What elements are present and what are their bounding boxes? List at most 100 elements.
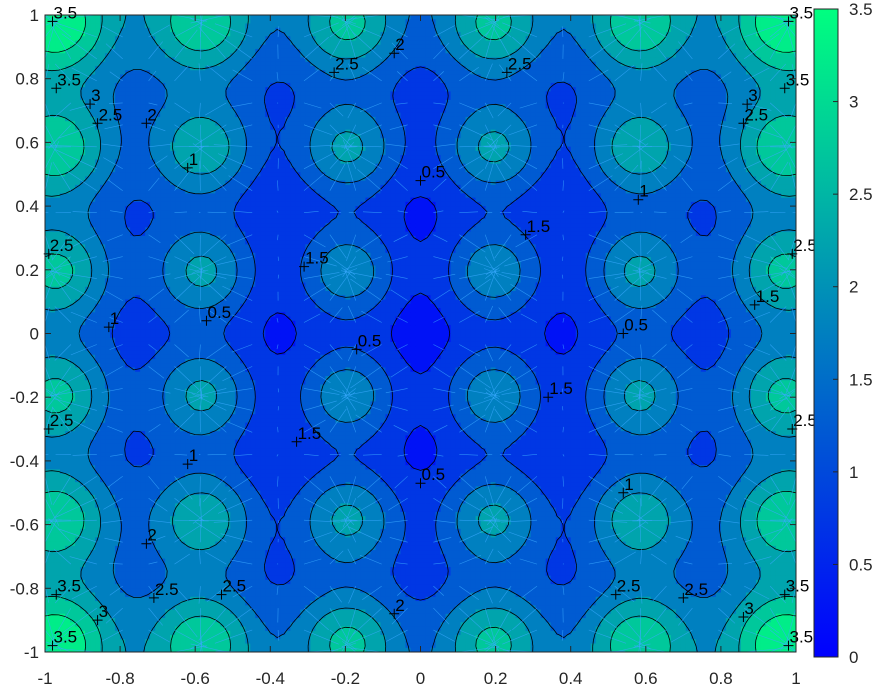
contour-cell (150, 644, 156, 649)
contour-cell (135, 287, 141, 292)
contour-cell (80, 469, 86, 474)
contour-cell (100, 36, 106, 41)
contour-cell (75, 202, 81, 207)
contour-cell (145, 486, 151, 491)
contour-cell (130, 533, 136, 538)
contour-cell (135, 151, 141, 156)
contour-cell (125, 36, 131, 41)
contour-cell (130, 529, 136, 534)
contour-cell (55, 45, 61, 50)
contour-cell (70, 367, 76, 372)
contour-cell (120, 346, 126, 351)
contour-cell (160, 474, 166, 479)
contour-cell (200, 554, 206, 559)
contour-cell (170, 601, 176, 606)
contour-cell (130, 482, 136, 487)
contour-cell (185, 537, 191, 542)
contour-cell (75, 542, 81, 547)
contour-cell (180, 223, 186, 228)
contour-cell (120, 482, 126, 487)
contour-cell (90, 189, 96, 194)
contour-cell (205, 461, 211, 466)
contour-cell (135, 215, 141, 220)
contour-cell (200, 376, 206, 381)
contour-cell (170, 172, 176, 177)
contour-cell (120, 62, 126, 67)
contour-cell (100, 100, 106, 105)
contour-cell (205, 571, 211, 576)
contour-cell (155, 461, 161, 466)
contour-cell (95, 185, 101, 190)
contour-cell (115, 597, 121, 602)
contour-cell (170, 257, 176, 262)
contour-cell (105, 185, 111, 190)
contour-cell (140, 380, 146, 385)
contour-cell (80, 499, 86, 504)
contour-cell (75, 525, 81, 530)
contour-cell (200, 168, 206, 173)
contour-cell (125, 584, 131, 589)
contour-cell (195, 363, 201, 368)
contour-cell (100, 491, 106, 496)
contour-cell (200, 571, 206, 576)
contour-cell (115, 571, 121, 576)
contour-cell (85, 304, 91, 309)
contour-cell (120, 338, 126, 343)
contour-cell (75, 168, 81, 173)
contour-cell (170, 359, 176, 364)
contour-cell (110, 363, 116, 368)
contour-cell (155, 96, 161, 101)
contour-cell (95, 45, 101, 50)
contour-cell (50, 605, 56, 610)
contour-cell (130, 393, 136, 398)
contour-cell (120, 372, 126, 377)
contour-cell (145, 270, 151, 275)
contour-cell (145, 342, 151, 347)
contour-cell (125, 427, 131, 432)
contour-cell (200, 96, 206, 101)
contour-cell (140, 397, 146, 402)
contour-cell (195, 300, 201, 305)
contour-cell (200, 87, 206, 92)
contour-cell (140, 147, 146, 152)
contour-cell (100, 512, 106, 517)
contour-cell (145, 266, 151, 271)
contour-cell (155, 397, 161, 402)
contour-cell (140, 610, 146, 615)
contour-cell (140, 142, 146, 147)
contour-cell (175, 206, 181, 211)
contour-cell (170, 452, 176, 457)
contour-cell (140, 104, 146, 109)
contour-cell (180, 584, 186, 589)
contour-cell (130, 605, 136, 610)
contour-cell (175, 639, 181, 644)
contour-cell (115, 130, 121, 135)
contour-cell (125, 644, 131, 649)
contour-cell (110, 53, 116, 58)
contour-cell (135, 448, 141, 453)
contour-cell (70, 461, 76, 466)
contour-cell (140, 36, 146, 41)
contour-cell (55, 295, 61, 300)
contour-cell (130, 45, 136, 50)
contour-cell (160, 639, 166, 644)
contour-cell (165, 474, 171, 479)
contour-cell (205, 287, 211, 292)
contour-cell (85, 321, 91, 326)
contour-cell (175, 554, 181, 559)
contour-cell (185, 440, 191, 445)
contour-cell (130, 444, 136, 449)
contour-cell (205, 104, 211, 109)
contour-cell (175, 635, 181, 640)
contour-cell (55, 571, 61, 576)
contour-cell (110, 605, 116, 610)
contour-cell (155, 355, 161, 360)
contour-cell (210, 202, 216, 207)
contour-cell (125, 495, 131, 500)
contour-cell (135, 155, 141, 160)
contour-cell (150, 66, 156, 71)
contour-cell (190, 465, 196, 470)
contour-cell (135, 435, 141, 440)
contour-cell (150, 329, 156, 334)
contour-cell (140, 554, 146, 559)
